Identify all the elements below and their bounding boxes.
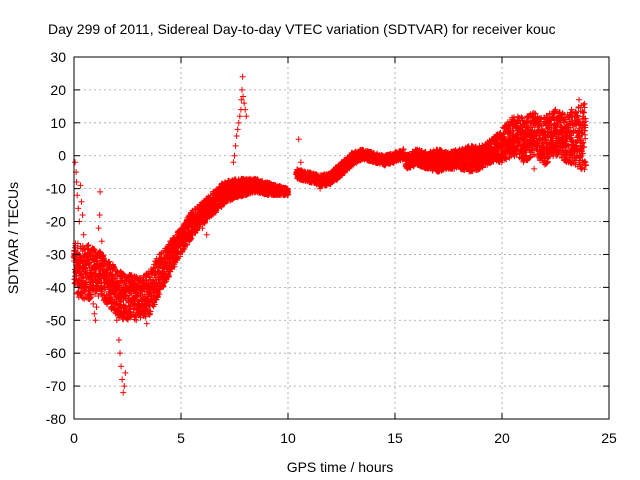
data-point-marker [111,264,118,271]
data-point-marker [157,250,164,257]
data-point-marker [162,259,169,266]
data-point-marker [167,268,174,275]
data-point-marker [165,274,172,281]
data-point-marker [147,308,154,315]
data-point-marker [106,283,113,289]
data-point-marker [113,285,120,292]
data-point-marker [152,264,159,271]
data-point-marker [156,291,163,298]
data-point-marker [188,235,195,242]
data-point-marker [142,313,149,320]
data-point-marker [142,271,149,278]
data-point-marker [134,294,141,301]
data-points [70,73,589,396]
data-point-marker [82,287,89,294]
data-point-marker [101,258,108,265]
data-point-marker [109,271,116,278]
gridlines [74,57,609,419]
data-point-marker [114,275,121,282]
data-point-marker [88,267,95,273]
data-point-marker [106,258,113,265]
data-point-marker [103,267,110,274]
data-point-marker [191,230,198,237]
data-point-marker [110,304,117,311]
chart-title: Day 299 of 2011, Sidereal Day-to-day VTE… [48,21,556,37]
data-point-marker [85,260,92,267]
data-point-marker [184,241,191,248]
data-point-marker [140,286,147,293]
data-point-marker [124,316,131,323]
data-point-marker [160,283,167,290]
data-point-marker [86,259,93,266]
data-point-marker [102,285,109,292]
data-point-marker [128,272,135,279]
data-point-marker [110,265,117,272]
data-point-marker [74,240,81,247]
data-point-marker [108,293,115,300]
data-point-marker [127,290,134,297]
data-point-marker [133,317,140,324]
data-point-marker [71,280,78,287]
data-point-marker [162,278,169,285]
